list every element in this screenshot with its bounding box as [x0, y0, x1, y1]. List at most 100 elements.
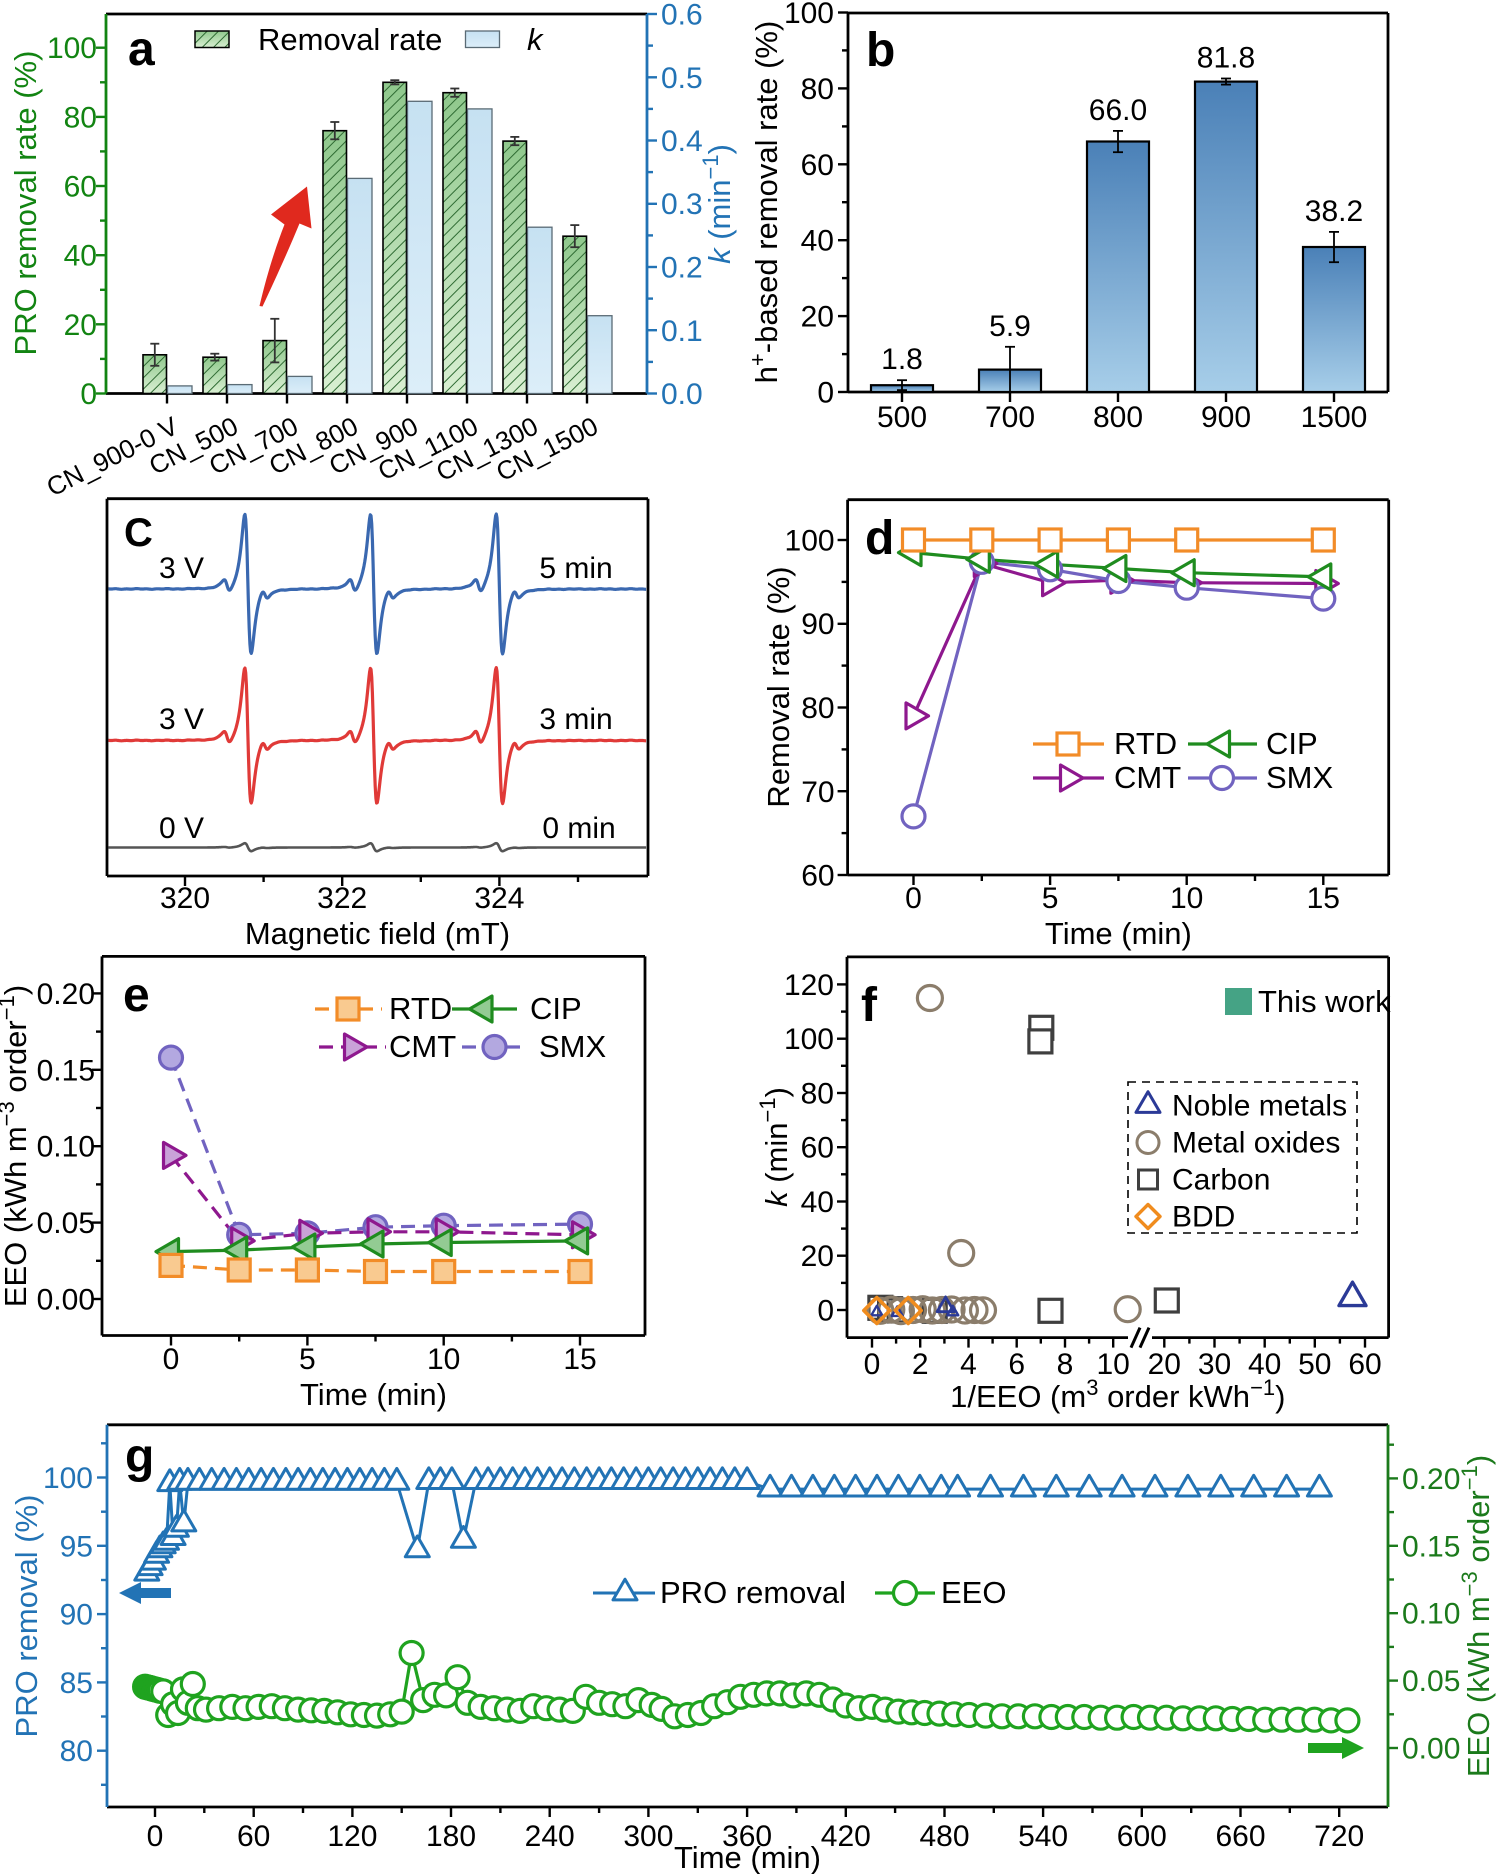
svg-text:g: g	[125, 1430, 154, 1483]
svg-text:100: 100	[47, 32, 97, 65]
svg-text:900: 900	[1201, 401, 1251, 434]
svg-text:5 min: 5 min	[539, 552, 612, 585]
svg-text:e: e	[123, 969, 150, 1022]
svg-text:0.05: 0.05	[1402, 1665, 1460, 1698]
svg-text:0: 0	[817, 377, 834, 410]
svg-text:SMX: SMX	[539, 1029, 607, 1064]
svg-text:0.6: 0.6	[661, 0, 703, 32]
svg-text:0: 0	[905, 882, 922, 915]
svg-text:k (min−1): k (min−1)	[698, 144, 737, 264]
svg-text:Removal rate (%): Removal rate (%)	[761, 566, 796, 807]
svg-text:Time (min): Time (min)	[300, 1377, 447, 1412]
svg-text:10: 10	[427, 1343, 460, 1376]
svg-text:80: 80	[801, 692, 834, 725]
svg-text:BDD: BDD	[1172, 1201, 1235, 1234]
svg-text:720: 720	[1314, 1820, 1364, 1853]
svg-text:40: 40	[801, 225, 834, 258]
svg-text:480: 480	[919, 1820, 969, 1853]
svg-text:90: 90	[801, 608, 834, 641]
svg-text:6: 6	[1008, 1348, 1025, 1381]
svg-text:CIP: CIP	[1266, 726, 1318, 761]
svg-text:d: d	[865, 512, 894, 565]
svg-text:3 min: 3 min	[539, 703, 612, 736]
svg-text:40: 40	[64, 240, 97, 273]
svg-text:30: 30	[1198, 1348, 1231, 1381]
svg-text:100: 100	[784, 0, 834, 30]
svg-text:b: b	[866, 24, 895, 77]
svg-text:0 V: 0 V	[159, 812, 204, 845]
svg-text:Time (min): Time (min)	[1045, 916, 1192, 951]
svg-text:1500: 1500	[1301, 401, 1368, 434]
svg-text:PRO removal rate (%): PRO removal rate (%)	[8, 51, 43, 356]
svg-text:CMT: CMT	[1114, 760, 1181, 795]
svg-text:0: 0	[163, 1343, 180, 1376]
svg-text:0.3: 0.3	[661, 188, 703, 221]
svg-text:0.2: 0.2	[661, 252, 703, 285]
svg-text:1.8: 1.8	[881, 343, 923, 376]
svg-text:0.5: 0.5	[661, 62, 703, 95]
svg-text:80: 80	[801, 73, 834, 106]
svg-text:38.2: 38.2	[1305, 195, 1363, 228]
svg-text:120: 120	[327, 1820, 377, 1853]
svg-text:420: 420	[821, 1820, 871, 1853]
svg-text:40: 40	[1248, 1348, 1281, 1381]
svg-text:0.1: 0.1	[661, 315, 703, 348]
svg-text:100: 100	[785, 525, 835, 558]
svg-text:0.10: 0.10	[1402, 1598, 1460, 1631]
svg-text:h+-based removal rate (%): h+-based removal rate (%)	[745, 21, 784, 384]
svg-text:Carbon: Carbon	[1172, 1164, 1270, 1197]
svg-text:4: 4	[960, 1348, 977, 1381]
svg-text:60: 60	[801, 149, 834, 182]
svg-text:100: 100	[43, 1462, 93, 1495]
svg-text:0.20: 0.20	[1402, 1463, 1460, 1496]
svg-text:EEO (kWh m−3 order−1): EEO (kWh m−3 order−1)	[0, 985, 33, 1307]
svg-text:500: 500	[877, 401, 927, 434]
svg-text:20: 20	[801, 301, 834, 334]
svg-text:a: a	[128, 23, 155, 76]
svg-text:60: 60	[801, 860, 834, 893]
svg-text:800: 800	[1093, 401, 1143, 434]
svg-text:3 V: 3 V	[159, 703, 204, 736]
svg-text:60: 60	[64, 171, 97, 204]
svg-text:660: 660	[1215, 1820, 1265, 1853]
svg-text:700: 700	[985, 401, 1035, 434]
svg-text:15: 15	[563, 1343, 596, 1376]
svg-text:SMX: SMX	[1266, 760, 1334, 795]
svg-text:0: 0	[147, 1820, 164, 1853]
svg-text:50: 50	[1298, 1348, 1331, 1381]
svg-text:Metal oxides: Metal oxides	[1172, 1127, 1340, 1160]
svg-text:3 V: 3 V	[159, 552, 204, 585]
svg-text:10: 10	[1097, 1348, 1130, 1381]
svg-text:0: 0	[817, 1295, 834, 1328]
svg-text:100: 100	[784, 1023, 834, 1056]
svg-text:70: 70	[801, 776, 834, 809]
svg-text:8: 8	[1057, 1348, 1074, 1381]
svg-text:320: 320	[160, 882, 210, 915]
svg-text:5.9: 5.9	[989, 310, 1031, 343]
svg-text:95: 95	[60, 1530, 93, 1563]
svg-text:PRO removal (%): PRO removal (%)	[9, 1495, 44, 1738]
svg-text:0.05: 0.05	[37, 1207, 95, 1240]
svg-text:2: 2	[912, 1348, 929, 1381]
svg-text:85: 85	[60, 1667, 93, 1700]
svg-text:60: 60	[1348, 1348, 1381, 1381]
svg-text:5: 5	[1042, 882, 1059, 915]
svg-text:RTD: RTD	[1114, 726, 1177, 761]
svg-text:0.15: 0.15	[1402, 1530, 1460, 1563]
svg-text:0.15: 0.15	[37, 1054, 95, 1087]
svg-text:66.0: 66.0	[1089, 94, 1147, 127]
svg-text:5: 5	[299, 1343, 316, 1376]
svg-text:20: 20	[801, 1240, 834, 1273]
svg-text:f: f	[861, 979, 878, 1032]
svg-text:Time (min): Time (min)	[674, 1840, 821, 1874]
svg-text:0: 0	[80, 378, 97, 411]
svg-text:0.20: 0.20	[37, 978, 95, 1011]
svg-text:0.10: 0.10	[37, 1131, 95, 1164]
svg-text:40: 40	[801, 1186, 834, 1219]
svg-text:EEO (kWh m−3 order−1): EEO (kWh m−3 order−1)	[1457, 1455, 1496, 1777]
svg-text:20: 20	[64, 309, 97, 342]
svg-text:60: 60	[237, 1820, 270, 1853]
svg-text:C: C	[124, 511, 153, 555]
svg-text:CIP: CIP	[530, 991, 582, 1026]
svg-text:k: k	[527, 22, 544, 57]
